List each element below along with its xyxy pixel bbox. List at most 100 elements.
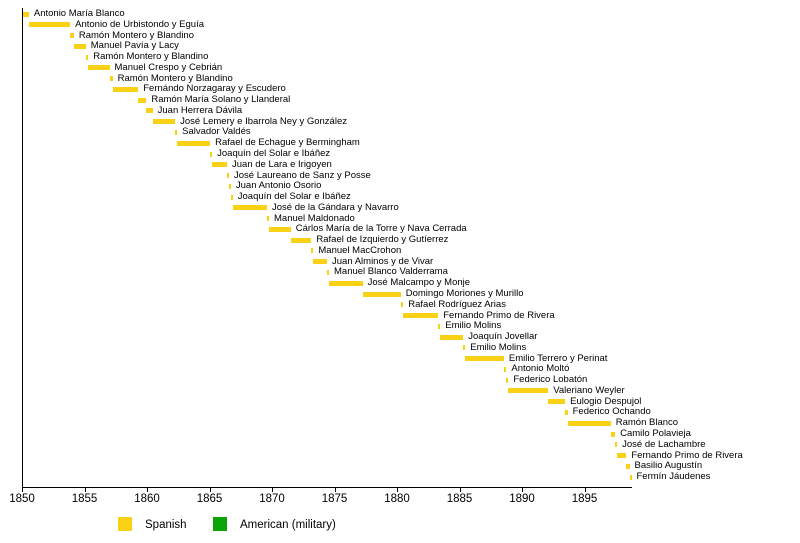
- x-axis-tick: [209, 488, 211, 492]
- governor-name-label: Valeriano Weyler: [553, 384, 625, 396]
- timeline-bar: [565, 409, 568, 415]
- timeline-bar: [400, 302, 404, 308]
- x-axis-tick-label: 1890: [509, 493, 535, 505]
- governor-name-label: Cárlos María de la Torre y Nava Cerrada: [295, 223, 467, 235]
- governor-name-label: Domingo Moriones y Murillo: [405, 288, 524, 300]
- governor-name-label: Ramón Blanco: [615, 417, 679, 429]
- x-axis-tick-label: 1855: [71, 493, 98, 505]
- timeline-bar: [311, 248, 314, 254]
- governor-name-label: Manuel Maldonado: [274, 212, 355, 224]
- x-axis-tick-label: 1875: [321, 493, 348, 505]
- governor-name-label: Eulogio Despujol: [570, 395, 642, 407]
- governor-name-label: Rafael de Echague y Bermingham: [215, 137, 360, 149]
- x-axis-tick-label: 1895: [571, 493, 598, 505]
- governor-name-label: Rafael Rodríguez Arias: [408, 298, 506, 310]
- x-axis-tick: [334, 488, 336, 492]
- timeline-bar: [328, 280, 363, 286]
- timeline-bar: [440, 334, 464, 340]
- governor-name-label: Fernándo Norzagaray y Escudero: [143, 83, 286, 95]
- timeline-bar: [327, 269, 329, 275]
- timeline-bar: [503, 366, 507, 372]
- x-axis-tick-label: 1860: [134, 493, 160, 505]
- timeline-bar: [438, 323, 441, 329]
- timeline-bar: [610, 431, 616, 437]
- governor-name-label: Fernando Primo de Rivera: [443, 309, 555, 321]
- governor-name-label: Federico Lobatón: [513, 374, 588, 386]
- governor-name-label: Joaquín Jovellar: [468, 331, 538, 343]
- timeline-bar: [629, 474, 632, 480]
- governor-name-label: Juan Alminos y de Vivar: [332, 255, 434, 267]
- timeline-bar: [403, 313, 439, 319]
- x-axis-tick: [397, 488, 398, 492]
- legend-label-american-military: American (military): [240, 519, 336, 531]
- x-axis-tick-label: 1870: [259, 493, 285, 505]
- timeline-bar: [268, 226, 291, 232]
- governor-name-label: José Lemery e Ibarrola Ney y González: [180, 115, 347, 127]
- governor-name-label: Ramón María Solano y Llanderal: [151, 94, 291, 106]
- governor-name-label: Fernando Primo de Rivera: [631, 449, 743, 461]
- timeline-bar: [112, 86, 139, 92]
- timeline-bar: [146, 108, 153, 114]
- timeline-bar: [210, 151, 213, 157]
- governor-name-label: Salvador Valdés: [182, 126, 251, 138]
- governor-name-label: Manuel MacCrohon: [318, 244, 402, 256]
- timeline-bar: [85, 54, 89, 60]
- x-axis-tick-label: 1850: [9, 493, 35, 505]
- governor-name-label: Manuel Crespo y Cebrián: [114, 61, 223, 73]
- timeline-bar: [227, 173, 229, 179]
- timeline-bar: [232, 205, 267, 211]
- american-military-color-swatch: [213, 517, 227, 531]
- timeline-bar: [508, 388, 549, 394]
- governor-name-label: José de la Gándara y Navarro: [272, 201, 399, 213]
- governor-name-label: Emilio Terrero y Perinat: [508, 352, 608, 364]
- governor-name-label: José Malcampo y Monje: [367, 277, 471, 289]
- x-axis-tick: [22, 488, 23, 492]
- timeline-bar: [177, 140, 211, 146]
- governor-name-label: Juan Herrera Dávila: [157, 104, 243, 116]
- timeline-bar: [617, 453, 627, 459]
- timeline-bar: [152, 119, 176, 125]
- timeline-bar: [267, 216, 269, 222]
- governor-name-label: Antonio Moltó: [511, 363, 570, 375]
- governor-name-label: Emilio Molins: [445, 320, 502, 332]
- governor-name-label: Joaquín del Solar e Ibáñez: [237, 191, 351, 203]
- timeline-bar: [615, 442, 618, 448]
- x-axis-tick: [459, 488, 461, 492]
- timeline-bar: [28, 22, 71, 28]
- governor-name-label: Juan Antonio Osorio: [235, 180, 322, 192]
- governor-name-label: Joaquín del Solar e Ibáñez: [217, 148, 331, 159]
- governor-name-label: Ramón Montero y Blandino: [78, 29, 194, 41]
- x-axis-tick-label: 1885: [446, 493, 473, 505]
- timeline-bar: [567, 420, 611, 426]
- timeline-bar: [109, 76, 113, 82]
- timeline-bar: [175, 129, 178, 135]
- spanish-color-swatch: [118, 517, 132, 531]
- timeline-bar: [362, 291, 401, 297]
- timeline-bar: [463, 345, 466, 351]
- timeline-bar: [228, 183, 231, 189]
- governor-name-label: Juan de Lara e Irigoyen: [232, 158, 332, 170]
- governor-name-label: Federico Ochando: [572, 406, 651, 418]
- timeline-bar: [88, 65, 110, 71]
- legend: Spanish American (military): [0, 515, 800, 537]
- timeline-bar: [230, 194, 233, 200]
- governor-name-label: Manuel Pavía y Lacy: [90, 40, 179, 52]
- governor-name-label: José Laureano de Sanz y Posse: [234, 169, 371, 181]
- timeline-bar: [212, 162, 227, 168]
- timeline-bar: [465, 356, 504, 362]
- governor-name-label: Fermín Jáudenes: [636, 471, 711, 483]
- timeline-bar: [548, 399, 566, 405]
- timeline-bar: [313, 259, 327, 265]
- governor-name-label: José de Lachambre: [622, 438, 706, 450]
- legend-label-spanish: Spanish: [145, 519, 187, 531]
- governor-name-label: Antonio María Blanco: [33, 8, 125, 19]
- timeline-bar: [73, 43, 86, 49]
- x-axis-tick: [272, 488, 273, 492]
- timeline-bar: [290, 237, 312, 243]
- timeline-bar: [506, 377, 509, 383]
- governor-name-label: Ramón Montero y Blandino: [93, 51, 209, 63]
- timeline-bar: [138, 97, 147, 103]
- governor-name-label: Basilio Augustín: [634, 460, 703, 472]
- timeline-bar: [626, 463, 630, 469]
